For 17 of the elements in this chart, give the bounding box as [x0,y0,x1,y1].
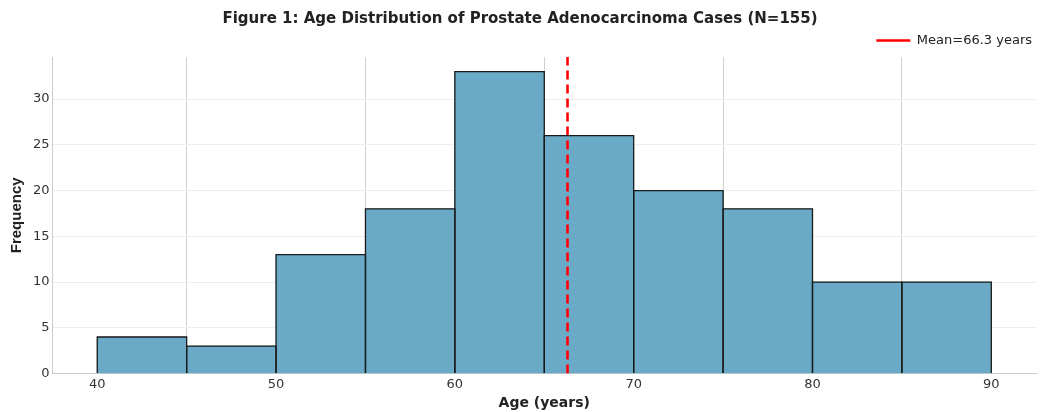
x-tick-label: 90 [983,375,1000,391]
y-tick-label: 0 [41,364,50,380]
y-tick-label: 30 [33,90,50,106]
x-axis-title: Age (years) [498,394,590,411]
y-tick-label: 5 [41,319,50,335]
chart-title: Figure 1: Age Distribution of Prostate Adenocarcinoma Cases (N=155) [222,8,818,27]
y-axis-title: Frequency [7,176,25,254]
x-tick-label: 70 [625,375,642,391]
y-tick-label: 25 [33,136,50,152]
legend-label: Mean=66.3 years [916,31,1033,47]
x-tick-label: 40 [88,375,106,391]
y-tick-label: 10 [33,273,50,289]
x-tick-label: 80 [804,375,821,391]
y-tick-label: 15 [33,227,50,243]
x-tick-label: 60 [446,375,464,391]
y-tick-label: 20 [33,181,50,197]
x-tick-label: 50 [267,375,285,391]
